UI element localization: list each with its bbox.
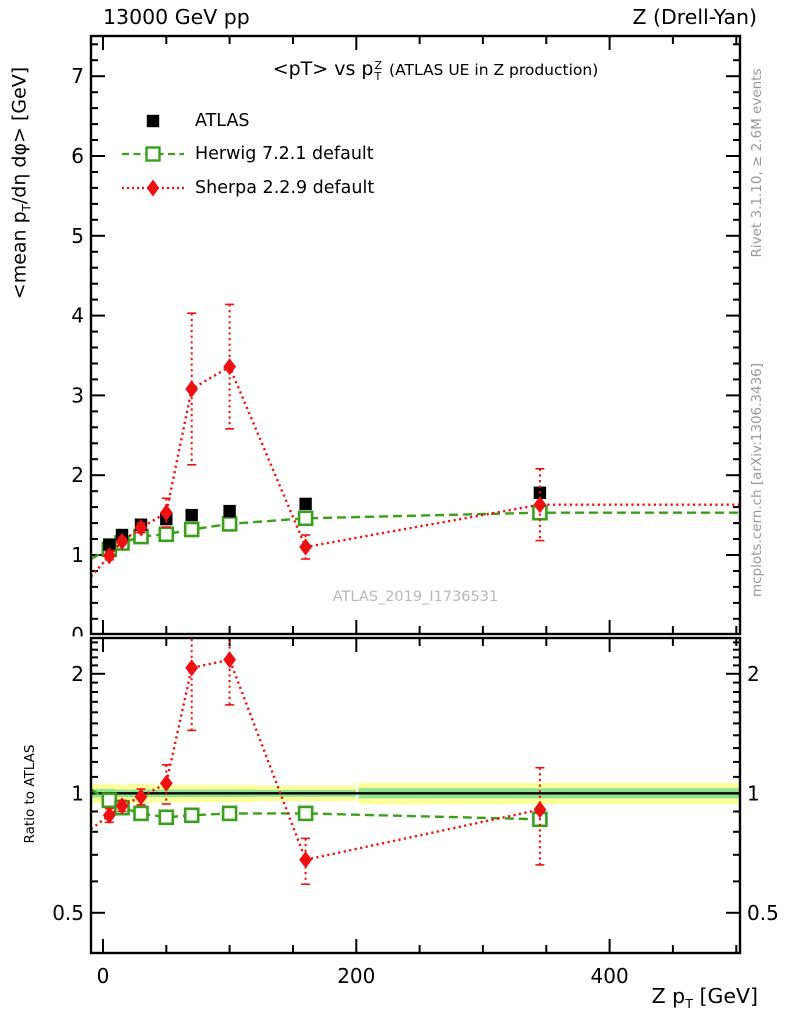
plot-title-main: <pT> vs p	[272, 58, 374, 80]
header-beam-energy: 13000 GeV pp	[103, 5, 250, 29]
note-rivet: Rivet 3.1.10, ≥ 2.6M events	[749, 68, 765, 258]
legend-marker-icon	[122, 146, 184, 163]
legend-marker-icon	[146, 114, 160, 127]
svg-text:6: 6	[71, 144, 84, 168]
svg-text:2: 2	[747, 662, 760, 686]
legend-marker-icon	[122, 179, 184, 197]
legend-row-sherpa: Sherpa 2.2.9 default	[121, 171, 374, 205]
series-sherpa	[91, 638, 547, 886]
lower-pad-background	[0, 636, 786, 1024]
y-axis-label-main: <mean pT/dη dφ> [GeV]	[8, 66, 34, 300]
svg-text:5: 5	[71, 224, 84, 248]
y-axis-label-ratio: Ratio to ATLAS	[22, 744, 38, 844]
ratio-panel-frame	[89, 636, 742, 955]
main-panel-frame	[89, 34, 742, 636]
svg-text:0.5: 0.5	[747, 901, 779, 925]
svg-text:200: 200	[337, 964, 375, 988]
svg-text:4: 4	[71, 304, 84, 328]
x-axis-label: Z pT [GeV]	[651, 984, 758, 1012]
plot-title-paren: (ATLAS UE in Z production)	[389, 61, 599, 79]
legend-row-herwig: Herwig 7.2.1 default	[121, 138, 374, 172]
header-process: Z (Drell-Yan)	[632, 5, 757, 29]
svg-text:3: 3	[71, 383, 84, 407]
svg-text:1: 1	[71, 781, 84, 805]
legend: ATLAS Herwig 7.2.1 default Sherpa 2.2.9 de…	[121, 104, 374, 205]
watermark-text: ATLAS_2019_I1736531	[332, 589, 499, 605]
legend-label: Sherpa 2.2.9 default	[195, 177, 375, 198]
series-sherpa	[91, 303, 740, 578]
svg-text:2: 2	[71, 463, 84, 487]
svg-text:2: 2	[71, 662, 84, 686]
svg-text:0.5: 0.5	[52, 901, 84, 925]
legend-row-atlas: ATLAS	[121, 104, 374, 138]
ratio-axis-ticks: 0 200 400 0.5 0.5 1 1 2 2	[52, 638, 779, 988]
svg-text:7: 7	[71, 64, 84, 88]
svg-text:1: 1	[71, 543, 84, 567]
note-mcplots: mcplots.cern.ch [arXiv:1306.3436]	[749, 362, 765, 598]
legend-label: Herwig 7.2.1 default	[195, 144, 374, 165]
legend-label: ATLAS	[195, 110, 250, 131]
atlas-uncertainty-band	[91, 782, 740, 805]
svg-text:400: 400	[591, 964, 629, 988]
svg-text:0: 0	[97, 964, 110, 988]
plot-title: <pT> vs p Z T (ATLAS UE in Z production)	[111, 58, 760, 82]
svg-text:1: 1	[747, 781, 760, 805]
